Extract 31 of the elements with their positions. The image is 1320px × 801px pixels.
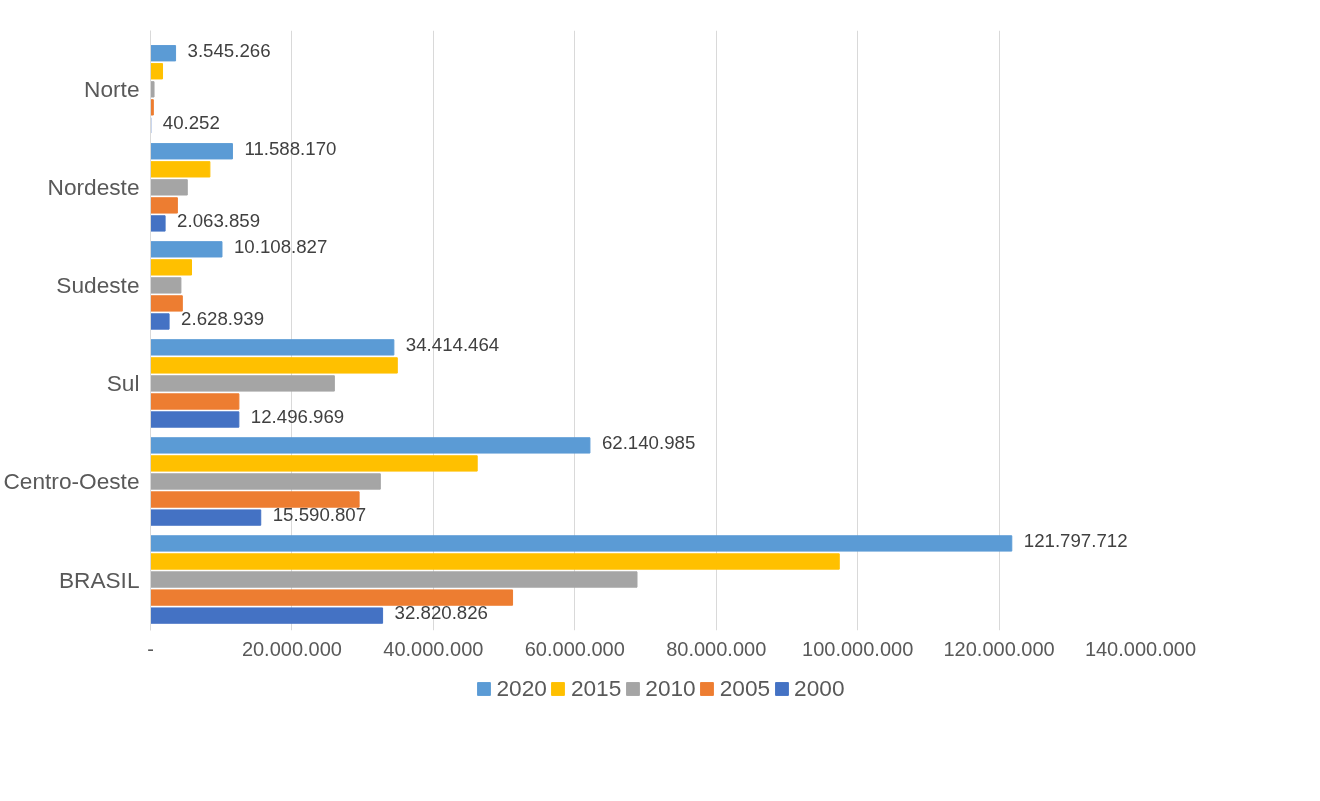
data-label: 121.797.712 bbox=[1023, 529, 1128, 551]
x-tick-label: 40.000.000 bbox=[383, 637, 484, 660]
legend-label: 2005 bbox=[719, 674, 771, 702]
data-label: 3.545.266 bbox=[187, 39, 271, 61]
data-label: 2.063.859 bbox=[177, 209, 261, 231]
data-label: 40.252 bbox=[162, 111, 220, 133]
x-tick-label: 80.000.000 bbox=[666, 637, 767, 660]
data-label: 34.414.464 bbox=[405, 333, 500, 355]
data-label: 10.108.827 bbox=[233, 235, 328, 257]
y-tick-label: Norte bbox=[84, 76, 140, 103]
data-label: 11.588.170 bbox=[244, 137, 337, 159]
x-tick-label: 120.000.000 bbox=[943, 637, 1055, 660]
x-tick-label: 60.000.000 bbox=[524, 637, 625, 660]
y-tick-label: Nordeste bbox=[47, 174, 140, 201]
x-tick-label: 20.000.000 bbox=[241, 637, 342, 660]
data-label: 62.140.985 bbox=[601, 431, 696, 453]
y-tick-label: Centro-Oeste bbox=[3, 468, 140, 495]
legend-label: 2020 bbox=[496, 674, 547, 702]
y-tick-label: Sul bbox=[106, 370, 140, 397]
legend-label: 2000 bbox=[794, 674, 845, 702]
y-tick-label: BRASIL bbox=[58, 566, 140, 593]
x-tick-label: 140.000.000 bbox=[1084, 637, 1197, 660]
legend-label: 2015 bbox=[570, 674, 622, 702]
data-label: 2.628.939 bbox=[181, 307, 265, 329]
x-tick-label: - bbox=[147, 637, 154, 660]
y-tick-label: Sudeste bbox=[56, 272, 140, 299]
legend-label: 2010 bbox=[645, 674, 696, 702]
data-label: 12.496.969 bbox=[250, 406, 345, 428]
data-label: 32.820.826 bbox=[394, 602, 488, 624]
x-tick-label: 100.000.000 bbox=[802, 637, 914, 660]
data-label: 15.590.807 bbox=[272, 504, 367, 526]
